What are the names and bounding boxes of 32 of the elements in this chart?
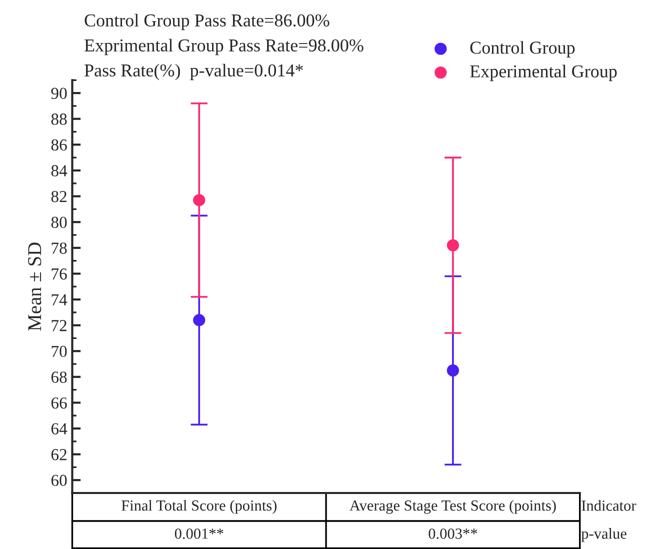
text: 0.001** bbox=[174, 528, 224, 539]
text: Indicator bbox=[582, 500, 636, 511]
point bbox=[193, 194, 206, 206]
y-tick-label: 76 bbox=[52, 268, 67, 280]
y-tick-label: 90 bbox=[51, 88, 67, 99]
text: 0.003** bbox=[428, 528, 478, 539]
y-tick-label: 68 bbox=[51, 372, 67, 383]
y-tick-label: 80 bbox=[51, 216, 67, 228]
y-tick-label: 86 bbox=[51, 139, 67, 151]
y-axis-title: Mean ± SD bbox=[28, 242, 42, 331]
point bbox=[446, 239, 460, 252]
y-tick-label: 82 bbox=[51, 190, 66, 202]
y-tick-label: 72 bbox=[52, 320, 66, 332]
point bbox=[193, 314, 206, 326]
y-tick-label: 88 bbox=[51, 114, 67, 125]
annotation: Pass Rate(%) p-value=0.014* bbox=[84, 64, 303, 80]
text: Control Group Pass Rate=86.00% bbox=[84, 14, 330, 30]
x-tick-label: Average Stage Test Score (points) bbox=[350, 500, 556, 514]
legend-label: Control Group bbox=[470, 41, 575, 58]
y-tick-label: 78 bbox=[52, 242, 67, 254]
y-tick-label: 62 bbox=[51, 449, 66, 460]
y-tick-label: 84 bbox=[51, 165, 68, 176]
y-tick-label: 70 bbox=[52, 346, 67, 358]
y-tick-label: 74 bbox=[52, 294, 68, 306]
x-tick-label: Final Total Score (points) bbox=[122, 500, 277, 514]
text: p-value bbox=[581, 528, 626, 542]
y-tick-label: 60 bbox=[51, 474, 67, 486]
legend-label: Experimental Group bbox=[470, 64, 617, 82]
text: Exprimental Group Pass Rate=98.00% bbox=[84, 38, 364, 56]
point bbox=[446, 364, 460, 377]
y-tick-label: 66 bbox=[51, 397, 67, 409]
y-tick-label: 64 bbox=[51, 423, 68, 434]
